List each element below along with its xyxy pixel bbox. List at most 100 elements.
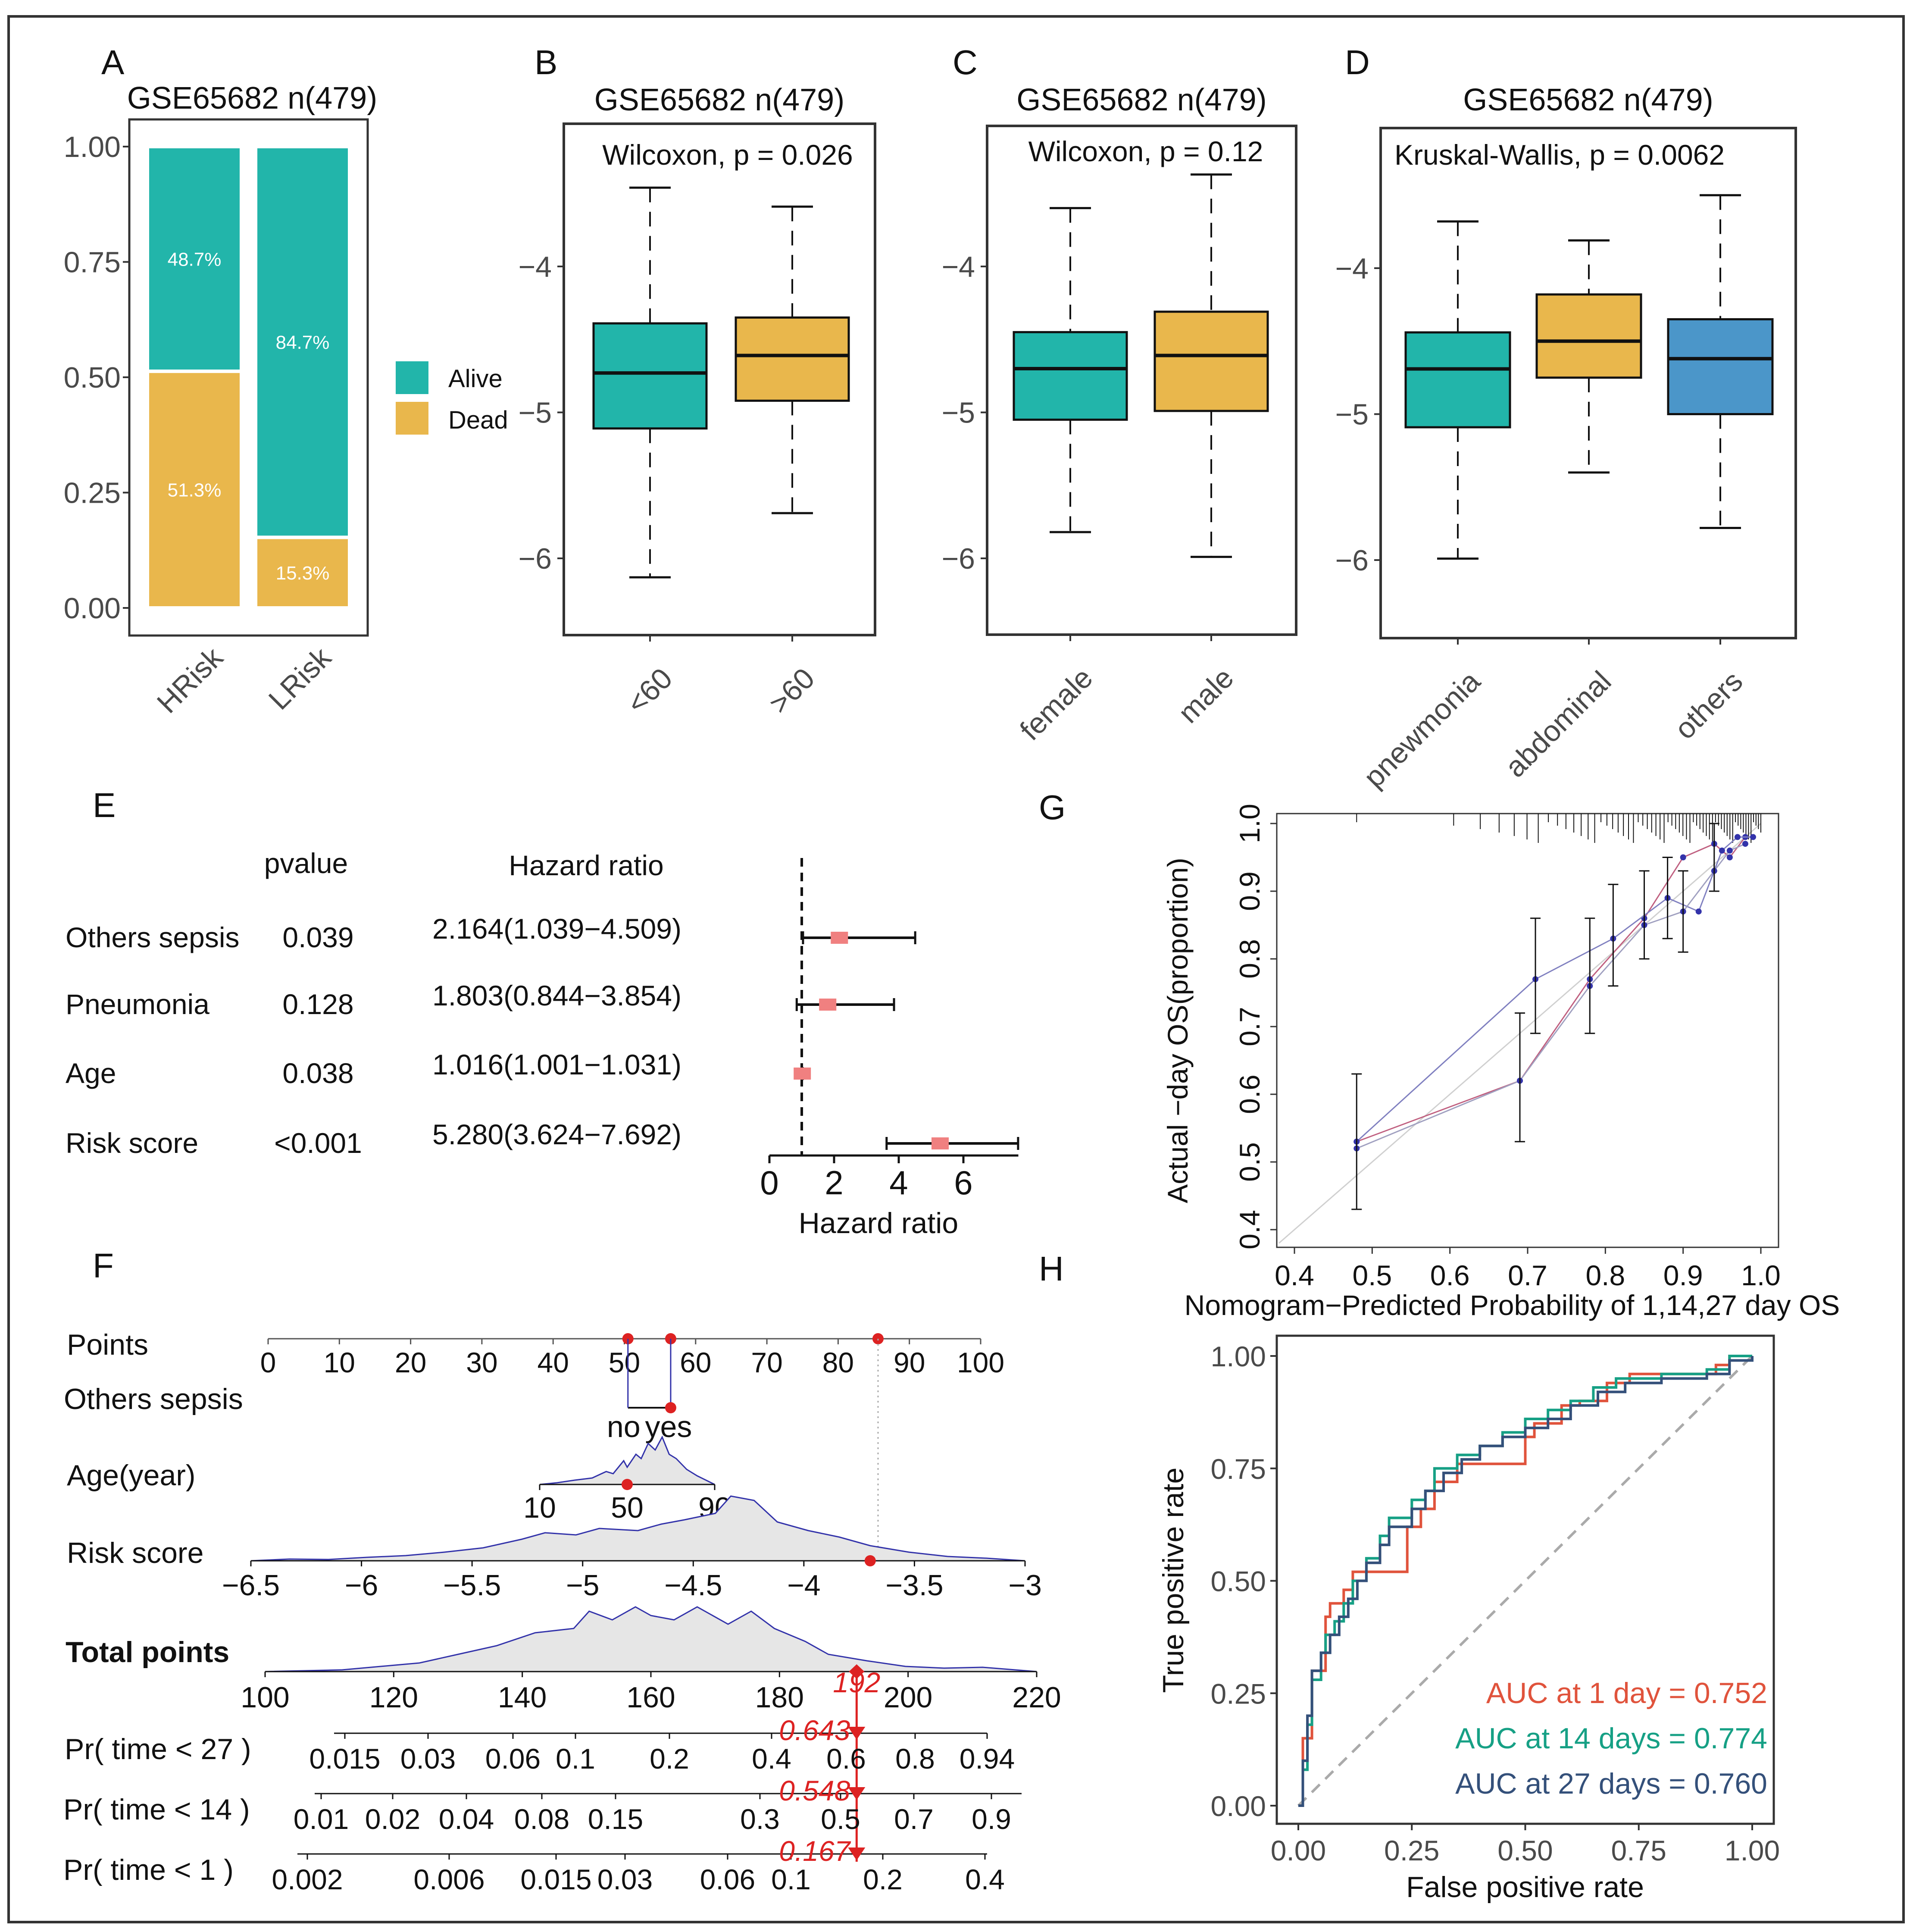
- nomo-points-tick-label: 40: [537, 1346, 569, 1378]
- forest-row-hr-text: 1.016(1.001−1.031): [432, 1049, 681, 1080]
- nomo-pr1-marker: [848, 1847, 866, 1860]
- nomo-label-pr1: Pr( time < 1 ): [63, 1854, 234, 1886]
- nomo-risk-tick-label: −4.5: [664, 1569, 722, 1602]
- box-iqr: [1153, 310, 1269, 412]
- nomo-pr14-selected-label: 0.548: [779, 1775, 850, 1807]
- panel-label-h: H: [1039, 1249, 1064, 1288]
- box-iqr: [1404, 331, 1511, 429]
- panel-a-dead-label: 51.3%: [168, 480, 222, 501]
- box-iqr: [1013, 331, 1128, 421]
- panel-d-test: Kruskal-Wallis, p = 0.0062: [1394, 139, 1725, 171]
- roc-ytick-label: 0.00: [1211, 1790, 1266, 1822]
- panel-a-ytick-label: 0.25: [64, 477, 121, 510]
- nomo-label-risk: Risk score: [67, 1537, 203, 1569]
- forest-xtick-label: 2: [825, 1164, 843, 1202]
- panel-a-bar-alive: [146, 145, 243, 373]
- forest-row-hr-text: 1.803(0.844−3.854): [432, 980, 681, 1011]
- box-xtick-label: others: [1668, 665, 1749, 745]
- calib-ytick-label: 1.0: [1234, 804, 1266, 843]
- calib-ytick-label: 0.4: [1234, 1210, 1266, 1249]
- roc-curve: [1298, 1356, 1754, 1807]
- legend-swatch-dead: [396, 402, 428, 435]
- panel-d-title: GSE65682 n(479): [1463, 83, 1713, 117]
- nomo-pr1-tick-label: 0.002: [272, 1863, 343, 1895]
- panel-label-e: E: [93, 786, 116, 824]
- forest-point: [931, 1137, 949, 1149]
- nomo-pr14-tick-label: 0.3: [740, 1803, 780, 1835]
- forest-xlabel: Hazard ratio: [799, 1207, 958, 1240]
- nomo-pr27-tick-label: 0.1: [556, 1743, 595, 1775]
- calib-ytick-label: 0.6: [1234, 1074, 1266, 1114]
- panel-label-g: G: [1039, 788, 1066, 827]
- calib-xtick-label: 0.8: [1585, 1259, 1625, 1291]
- forest-point: [819, 999, 837, 1011]
- nomo-risk-tick-label: −3: [1008, 1569, 1042, 1602]
- nomo-pr1-tick-label: 0.06: [700, 1863, 755, 1895]
- calib-point: [1726, 854, 1733, 861]
- nomo-pr14-tick-label: 0.08: [514, 1803, 569, 1835]
- nomo-pr27-tick-label: 0.4: [752, 1743, 791, 1775]
- roc-ytick-label: 1.00: [1211, 1340, 1266, 1372]
- panel-a-xtick-label: HRisk: [151, 641, 230, 720]
- nomo-total-tick-label: 200: [884, 1681, 932, 1714]
- forest-row-pvalue: 0.039: [282, 921, 353, 953]
- calib-xtick-label: 0.9: [1663, 1259, 1703, 1291]
- nomo-points-tick-label: 90: [894, 1346, 925, 1378]
- panel-a-ytick-label: 0.50: [64, 361, 121, 394]
- nomo-label-pr14: Pr( time < 14 ): [63, 1793, 250, 1826]
- nomo-risk-marker: [864, 1555, 876, 1566]
- panel-a-title: GSE65682 n(479): [127, 81, 377, 116]
- nomo-pr27-tick-label: 0.8: [895, 1743, 935, 1775]
- nomo-total-tick-label: 220: [1012, 1681, 1061, 1714]
- panel-b-title: GSE65682 n(479): [594, 83, 844, 117]
- nomo-total-tick-label: 100: [241, 1681, 289, 1714]
- box-iqr: [1667, 318, 1774, 415]
- panel-label-d: D: [1345, 43, 1370, 81]
- nomo-pr27-tick-label: 0.6: [826, 1743, 866, 1775]
- nomo-pr27-tick-label: 0.2: [650, 1743, 689, 1775]
- roc-xlabel: False positive rate: [1406, 1871, 1644, 1904]
- box-xtick-label: <60: [620, 662, 678, 720]
- forest-point: [794, 1068, 811, 1080]
- nomo-age-density: [539, 1435, 715, 1485]
- nomo-pr14-tick-label: 0.7: [894, 1803, 934, 1835]
- roc-xtick-label: 0.25: [1384, 1835, 1439, 1866]
- panel-a-ytick-label: 1.00: [64, 131, 121, 163]
- panel-a-dead-label: 15.3%: [276, 563, 330, 584]
- box-ytick-label: −5: [1335, 398, 1369, 431]
- nomo-pr1-selected-label: 0.167: [779, 1835, 851, 1867]
- panel-a-alive-label: 84.7%: [276, 332, 330, 353]
- nomo-label-total: Total points: [66, 1636, 229, 1669]
- calib-xtick-label: 0.7: [1508, 1259, 1547, 1291]
- calib-ytick-label: 0.8: [1234, 939, 1266, 979]
- legend-label-alive: Alive: [448, 365, 503, 393]
- calib-ytick-label: 0.9: [1234, 871, 1266, 911]
- roc-ytick-label: 0.75: [1211, 1453, 1266, 1485]
- legend-label-dead: Dead: [448, 406, 508, 434]
- nomo-pr27-tick-label: 0.03: [400, 1743, 456, 1775]
- nomo-pr14-tick-label: 0.01: [294, 1803, 349, 1835]
- calib-ytick-label: 0.5: [1234, 1142, 1266, 1182]
- roc-legend-label: AUC at 14 days = 0.774: [1455, 1722, 1767, 1755]
- nomo-pr14-tick-label: 0.02: [365, 1803, 420, 1835]
- nomo-pr1-tick-label: 0.03: [597, 1863, 653, 1895]
- nomo-pr14-tick-label: 0.04: [439, 1803, 494, 1835]
- nomo-others-marker: [665, 1402, 676, 1413]
- calib-ytick-label: 0.7: [1234, 1007, 1266, 1046]
- panel-g-frame: [1276, 813, 1779, 1248]
- nomo-risk-tick-label: −6: [345, 1569, 378, 1602]
- roc-xtick-label: 0.75: [1611, 1835, 1666, 1866]
- nomo-points-tick-label: 10: [324, 1346, 355, 1378]
- forest-header-hr: Hazard ratio: [509, 849, 664, 881]
- forest-xtick-label: 4: [889, 1164, 908, 1202]
- box-iqr: [592, 322, 708, 430]
- nomo-others-level-no: no: [607, 1410, 641, 1444]
- nomo-points-tick-label: 30: [466, 1346, 497, 1378]
- nomo-age-tick-label: 50: [611, 1491, 644, 1524]
- nomo-total-tick-label: 140: [498, 1681, 547, 1714]
- forest-row-pvalue: 0.128: [282, 988, 353, 1020]
- forest-row-hr-text: 2.164(1.039−4.509): [432, 913, 681, 945]
- box-xtick-label: abdominal: [1499, 665, 1618, 784]
- roc-ytick-label: 0.25: [1211, 1678, 1266, 1710]
- box-iqr: [1535, 293, 1642, 379]
